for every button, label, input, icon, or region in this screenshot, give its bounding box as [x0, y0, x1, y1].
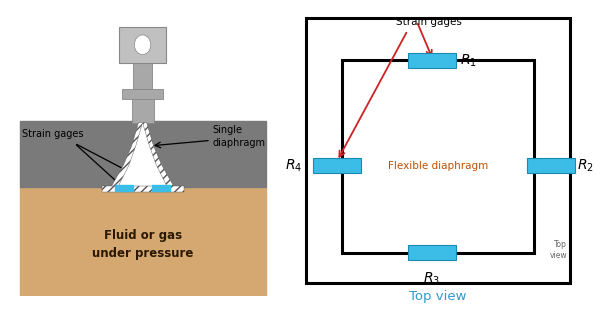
Bar — [407, 245, 456, 260]
Bar — [305, 18, 570, 283]
Bar — [115, 185, 133, 191]
Text: $R_3$: $R_3$ — [423, 271, 440, 287]
Text: Top view: Top view — [409, 290, 466, 303]
Bar — [122, 89, 163, 100]
Ellipse shape — [134, 35, 151, 55]
Bar — [313, 158, 361, 173]
Polygon shape — [101, 122, 143, 187]
Polygon shape — [143, 122, 184, 187]
Bar — [119, 27, 166, 63]
Bar — [341, 60, 534, 253]
Bar — [131, 100, 154, 122]
Bar — [133, 63, 152, 89]
Text: $R_4$: $R_4$ — [286, 157, 302, 174]
Text: $R_2$: $R_2$ — [577, 157, 593, 174]
Bar — [527, 158, 575, 173]
Bar — [20, 187, 266, 296]
Text: Fluid or gas
under pressure: Fluid or gas under pressure — [92, 229, 193, 260]
Bar — [152, 185, 170, 191]
Text: Top
view: Top view — [550, 240, 567, 260]
Bar — [101, 186, 184, 192]
Bar — [20, 121, 266, 187]
Text: Flexible diaphragm: Flexible diaphragm — [388, 160, 488, 171]
Text: Strain gages: Strain gages — [22, 129, 84, 139]
Polygon shape — [118, 122, 167, 187]
Text: Single
diaphragm: Single diaphragm — [212, 125, 265, 148]
Bar — [407, 53, 456, 68]
Text: Strain gages: Strain gages — [396, 17, 461, 27]
Text: $R_1$: $R_1$ — [460, 52, 477, 69]
